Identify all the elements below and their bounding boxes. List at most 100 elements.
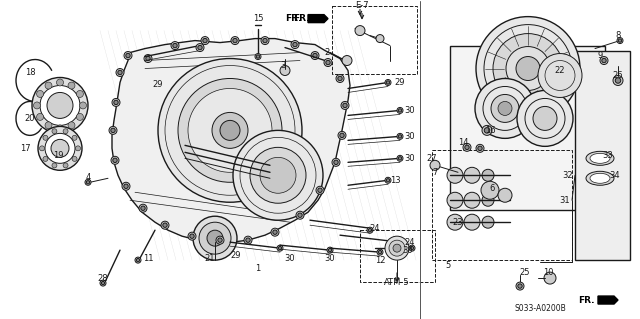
Circle shape [324,58,332,67]
Circle shape [203,38,207,43]
Circle shape [397,108,403,114]
Circle shape [260,157,296,193]
Text: 4: 4 [85,173,91,182]
Circle shape [338,131,346,139]
Circle shape [393,244,401,252]
Circle shape [271,228,279,236]
Circle shape [493,33,563,103]
Circle shape [377,249,383,255]
Circle shape [76,146,81,151]
Circle shape [72,156,77,161]
Circle shape [244,236,252,244]
Circle shape [188,232,196,240]
Circle shape [207,230,223,246]
Circle shape [464,214,480,230]
Circle shape [111,128,115,133]
Circle shape [398,109,402,112]
Circle shape [387,81,390,84]
Circle shape [398,157,402,160]
Circle shape [261,37,269,45]
Circle shape [482,125,492,135]
Circle shape [161,221,169,229]
Text: ATM-5: ATM-5 [384,278,410,286]
Circle shape [341,101,349,109]
Circle shape [385,177,391,183]
Text: 30: 30 [404,106,415,115]
Circle shape [398,241,402,244]
Circle shape [387,179,390,182]
Ellipse shape [590,173,610,183]
Bar [450,46,605,210]
Text: FR.: FR. [294,14,310,23]
Circle shape [447,214,463,230]
Circle shape [277,245,283,251]
Circle shape [369,228,372,232]
Text: 7: 7 [432,168,438,177]
Text: 32: 32 [563,171,573,180]
Text: 24: 24 [404,238,415,247]
Circle shape [51,139,69,157]
Circle shape [114,100,118,105]
Circle shape [109,126,117,134]
Bar [575,50,630,260]
Text: 9: 9 [597,51,603,60]
Circle shape [188,88,272,172]
Circle shape [430,160,440,170]
Circle shape [233,38,237,43]
Circle shape [533,107,557,130]
Text: 30: 30 [285,254,295,263]
Circle shape [76,114,83,120]
Circle shape [313,53,317,58]
Circle shape [199,222,231,254]
Circle shape [33,102,40,109]
Text: 18: 18 [25,68,35,77]
Ellipse shape [590,153,610,163]
Circle shape [291,41,299,48]
Circle shape [196,44,204,52]
Circle shape [146,56,150,61]
Circle shape [397,239,403,245]
Text: 3: 3 [280,61,285,70]
Circle shape [190,234,194,238]
Ellipse shape [586,151,614,165]
Circle shape [538,54,582,97]
Text: 28: 28 [98,274,108,283]
Circle shape [36,114,44,120]
Polygon shape [598,296,618,304]
Circle shape [378,250,381,254]
Circle shape [336,75,344,83]
Circle shape [231,37,239,45]
Text: 23: 23 [452,218,463,227]
Circle shape [498,188,512,202]
Circle shape [63,163,68,168]
Circle shape [116,69,124,77]
Circle shape [32,78,88,133]
Circle shape [410,247,413,250]
Circle shape [617,38,623,44]
Text: 27: 27 [427,154,437,163]
Circle shape [398,135,402,138]
Circle shape [257,55,260,58]
Text: 16: 16 [484,126,495,135]
Circle shape [482,169,494,181]
Circle shape [484,128,490,133]
Circle shape [212,112,248,148]
Circle shape [43,156,48,161]
Circle shape [338,76,342,81]
Circle shape [516,282,524,290]
Circle shape [158,58,302,202]
Circle shape [216,236,224,244]
Circle shape [340,133,344,137]
Circle shape [118,70,122,75]
Circle shape [518,284,522,288]
Circle shape [602,58,606,63]
Circle shape [447,167,463,183]
Circle shape [327,247,333,253]
Circle shape [618,39,621,42]
Circle shape [52,163,57,168]
Circle shape [318,188,322,192]
Circle shape [124,52,132,60]
Circle shape [447,192,463,208]
Circle shape [171,41,179,49]
Circle shape [280,65,290,76]
